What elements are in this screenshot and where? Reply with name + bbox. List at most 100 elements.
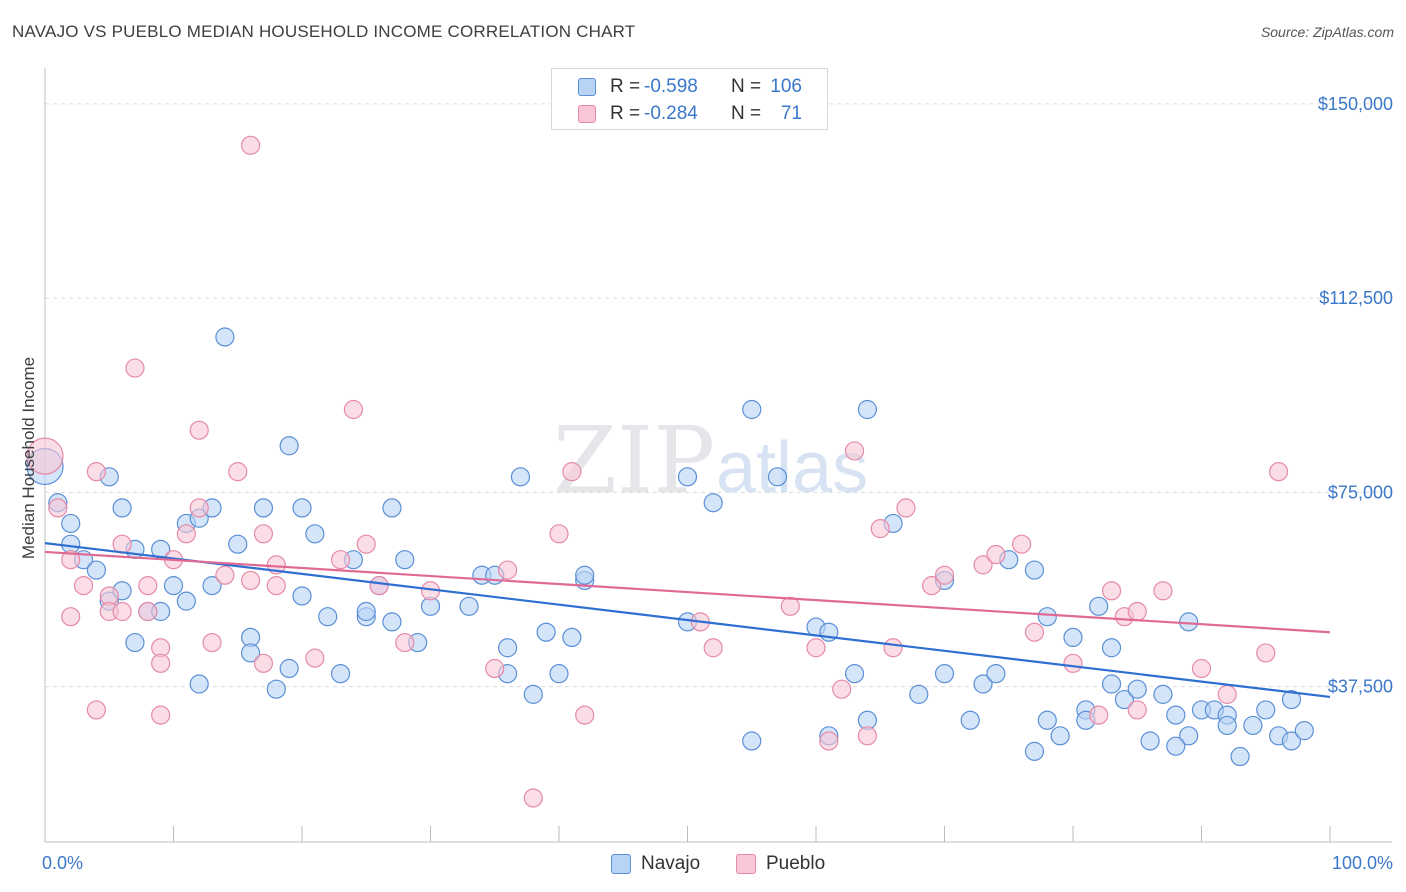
pueblo-point-65 bbox=[1127, 700, 1147, 720]
navajo-point-104 bbox=[1217, 715, 1237, 736]
navajo-point-92 bbox=[1179, 726, 1199, 746]
navajo-point-53 bbox=[562, 627, 582, 648]
navajo-point-80 bbox=[1050, 726, 1070, 746]
pueblo-point-10 bbox=[112, 534, 132, 554]
pueblo-point-30 bbox=[305, 648, 325, 668]
navajo-point-97 bbox=[1230, 746, 1250, 767]
pueblo-point-23 bbox=[228, 462, 248, 482]
pueblo-n-value: 71 bbox=[780, 103, 802, 124]
navajo-point-103 bbox=[1294, 721, 1314, 741]
navajo-point-84 bbox=[1089, 596, 1109, 616]
navajo-r-value: -0.598 bbox=[644, 76, 698, 97]
pueblo-point-66 bbox=[1153, 581, 1173, 601]
pueblo-point-67 bbox=[1191, 658, 1212, 679]
navajo-point-55 bbox=[575, 565, 595, 585]
pueblo-point-5 bbox=[86, 462, 107, 482]
navajo-point-77 bbox=[1024, 560, 1045, 580]
pueblo-point-49 bbox=[844, 441, 865, 461]
navajo-point-28 bbox=[279, 436, 299, 456]
navajo-point-27 bbox=[266, 679, 286, 699]
navajo-swatch bbox=[578, 78, 596, 96]
chart-title: NAVAJO VS PUEBLO MEDIAN HOUSEHOLD INCOME… bbox=[12, 22, 636, 41]
x-tick-labels: 0.0% 100.0% bbox=[42, 853, 1393, 873]
navajo-point-78 bbox=[1037, 607, 1057, 627]
navajo-point-30 bbox=[292, 586, 312, 606]
navajo-point-86 bbox=[1101, 674, 1122, 694]
navajo-point-34 bbox=[330, 664, 351, 684]
navajo-point-19 bbox=[202, 576, 222, 596]
pueblo-point-15 bbox=[151, 653, 171, 673]
pueblo-point-31 bbox=[330, 550, 351, 570]
y-axis-label: Median Household Income bbox=[19, 357, 38, 559]
trendlines bbox=[44, 542, 1331, 699]
pueblo-point-9 bbox=[112, 601, 132, 622]
pueblo-point-58 bbox=[1011, 534, 1032, 554]
pueblo-point-41 bbox=[562, 462, 582, 482]
pueblo-point-57 bbox=[986, 544, 1006, 565]
pueblo-point-44 bbox=[703, 638, 723, 658]
navajo-point-74 bbox=[986, 664, 1006, 684]
navajo-point-81 bbox=[1063, 627, 1083, 648]
x-tick-label-0: 0.0% bbox=[42, 853, 83, 873]
navajo-point-90 bbox=[1153, 684, 1173, 704]
navajo-point-59 bbox=[742, 731, 762, 751]
pueblo-legend-swatch bbox=[736, 854, 756, 874]
navajo-point-47 bbox=[498, 638, 518, 658]
pueblo-point-34 bbox=[369, 576, 389, 596]
pueblo-point-68 bbox=[1217, 684, 1237, 704]
navajo-point-10 bbox=[125, 632, 145, 653]
x-tick-label-1: 100.0% bbox=[1332, 853, 1393, 873]
watermark-zip: ZIP bbox=[553, 407, 715, 514]
navajo-point-79 bbox=[1037, 710, 1057, 730]
pueblo-point-64 bbox=[1127, 601, 1147, 622]
legend-box: R = -0.598 N = 106 R = -0.284 N = 71 bbox=[551, 68, 828, 130]
navajo-point-101 bbox=[1281, 689, 1302, 710]
pueblo-point-35 bbox=[395, 632, 415, 653]
pueblo-points bbox=[26, 135, 1289, 808]
pueblo-point-13 bbox=[138, 576, 158, 596]
pueblo-point-54 bbox=[922, 576, 942, 596]
navajo-point-22 bbox=[215, 327, 235, 347]
pueblo-point-26 bbox=[253, 524, 274, 544]
pueblo-point-42 bbox=[575, 705, 595, 725]
pueblo-point-69 bbox=[1256, 643, 1276, 663]
pueblo-point-18 bbox=[176, 524, 196, 544]
y-tick-label-2: $75,000 bbox=[1328, 482, 1393, 502]
navajo-point-85 bbox=[1101, 638, 1122, 658]
navajo-point-15 bbox=[163, 576, 184, 596]
pueblo-point-59 bbox=[1024, 622, 1045, 642]
navajo-point-41 bbox=[395, 550, 415, 570]
y-tick-label-1: $112,500 bbox=[1319, 288, 1393, 308]
navajo-point-20 bbox=[189, 674, 209, 694]
pueblo-point-47 bbox=[819, 731, 839, 751]
pueblo-point-21 bbox=[202, 632, 222, 653]
navajo-trend-line bbox=[44, 542, 1331, 699]
navajo-point-73 bbox=[973, 674, 993, 694]
navajo-point-9 bbox=[112, 498, 132, 518]
navajo-point-2 bbox=[61, 513, 81, 534]
navajo-point-39 bbox=[382, 498, 402, 518]
navajo-point-76 bbox=[1024, 741, 1045, 761]
pueblo-point-61 bbox=[1089, 705, 1109, 725]
legend-n-label: N = bbox=[731, 103, 762, 124]
pueblo-point-16 bbox=[151, 705, 171, 725]
pueblo-point-55 bbox=[934, 565, 955, 585]
navajo-point-40 bbox=[382, 612, 402, 632]
navajo-point-102 bbox=[1281, 731, 1302, 751]
navajo-point-61 bbox=[767, 467, 788, 487]
navajo-point-51 bbox=[536, 622, 556, 642]
pueblo-point-1 bbox=[48, 498, 68, 518]
pueblo-point-46 bbox=[806, 638, 826, 658]
bottom-legend: Navajo Pueblo bbox=[0, 852, 1406, 878]
pueblo-point-4 bbox=[73, 576, 94, 596]
pueblo-point-12 bbox=[138, 601, 158, 622]
pueblo-point-51 bbox=[870, 519, 890, 539]
y-tick-label-3: $37,500 bbox=[1328, 677, 1393, 697]
pueblo-point-27 bbox=[253, 653, 274, 673]
pueblo-point-37 bbox=[485, 658, 505, 679]
pueblo-point-60 bbox=[1063, 653, 1083, 673]
navajo-point-52 bbox=[549, 664, 569, 684]
watermark-atlas: atlas bbox=[716, 428, 868, 508]
navajo-legend-label: Navajo bbox=[641, 853, 701, 874]
pueblo-point-39 bbox=[523, 788, 543, 808]
